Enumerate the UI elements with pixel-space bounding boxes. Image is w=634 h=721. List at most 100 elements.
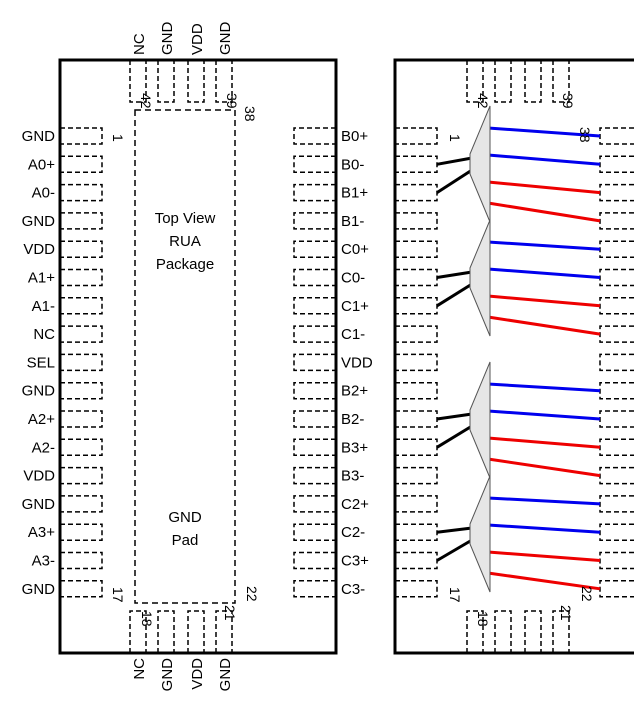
mux-input-wire bbox=[436, 412, 473, 421]
right-pin-label: VDD bbox=[341, 354, 373, 371]
top-pin-stub bbox=[187, 60, 205, 103]
left-pin-stub bbox=[60, 353, 103, 372]
bottom-pin-label: VDD bbox=[189, 658, 206, 690]
left-pin-stub bbox=[60, 551, 103, 570]
right-pin-stub bbox=[293, 240, 336, 258]
left-pin-label: GND bbox=[22, 581, 56, 598]
top-pin-label: NC bbox=[131, 33, 148, 55]
right-pin-label: C0+ bbox=[341, 241, 369, 258]
right-pin-stub bbox=[293, 127, 336, 145]
left-pin-label: VDD bbox=[23, 468, 55, 485]
left-pin-stub bbox=[60, 325, 103, 343]
functional-pin-number-39: 39 bbox=[560, 93, 576, 109]
functional-pin-number-22: 22 bbox=[579, 586, 595, 602]
right-pin-stub bbox=[293, 155, 336, 174]
red-path-wire bbox=[487, 436, 601, 449]
right-pin-stub bbox=[293, 466, 336, 485]
right-pin-label: C1- bbox=[341, 326, 365, 343]
left-pin-stub bbox=[60, 580, 103, 598]
left-pin-label: A1- bbox=[32, 298, 55, 315]
blue-path-wire bbox=[487, 382, 601, 393]
right-pin-stub bbox=[599, 580, 634, 598]
pad-label-line-1: GND bbox=[168, 509, 202, 526]
blue-path-wire bbox=[487, 126, 601, 138]
right-pin-stub bbox=[293, 381, 336, 400]
right-pin-label: C1+ bbox=[341, 298, 369, 315]
pin-number-17: 17 bbox=[110, 587, 126, 603]
mux-input-wire bbox=[436, 424, 473, 449]
bottom-pin-stubs bbox=[129, 610, 233, 653]
blue-path-wire bbox=[487, 496, 601, 506]
left-pin-label: SEL bbox=[27, 354, 55, 371]
top-pin-label: VDD bbox=[189, 23, 206, 55]
left-pin-stub bbox=[60, 495, 103, 513]
left-pin-label: VDD bbox=[23, 241, 55, 258]
mux-input-wire bbox=[436, 168, 473, 194]
pad-label-line-2: Pad bbox=[172, 532, 199, 549]
right-pin-stub bbox=[599, 466, 634, 485]
left-package-view: GND A0+ A0- GND VDD A1+ A1- NC SEL GND A2+ A2- VDD GN… bbox=[22, 22, 373, 692]
right-pin-label: B2- bbox=[341, 411, 364, 428]
left-pin-stub bbox=[395, 212, 438, 230]
left-pin-stub bbox=[395, 381, 438, 400]
right-pin-labels: B0+ B0- B1+ B1- C0+ C0- C1+ C1- VDD B2+ B2- B3+ B3- C… bbox=[341, 128, 373, 598]
red-path-wire bbox=[487, 180, 601, 195]
right-pin-stub bbox=[293, 495, 336, 513]
top-pin-label: GND bbox=[159, 22, 176, 56]
left-pin-label: GND bbox=[22, 383, 56, 400]
left-pin-stub bbox=[395, 353, 438, 372]
mux-symbols bbox=[469, 105, 491, 593]
right-pin-stub bbox=[599, 183, 634, 202]
left-pin-label: A2- bbox=[32, 439, 55, 456]
blue-path-wire bbox=[487, 267, 601, 279]
top-pin-stub bbox=[215, 60, 233, 103]
right-pin-label: B3+ bbox=[341, 439, 368, 456]
left-pin-stub bbox=[395, 268, 438, 287]
pin-number-42: 42 bbox=[138, 93, 154, 109]
left-pin-stub bbox=[60, 523, 103, 541]
left-pin-labels: GND A0+ A0- GND VDD A1+ A1- NC SEL GND A2+ A2- VDD GN… bbox=[22, 128, 56, 598]
right-pin-stub bbox=[599, 381, 634, 400]
mux-input-wire bbox=[436, 526, 473, 534]
bottom-pin-stub bbox=[494, 610, 512, 653]
top-pin-stub bbox=[552, 60, 570, 103]
bottom-pin-stub bbox=[466, 610, 484, 653]
pin-number-39: 39 bbox=[224, 93, 240, 109]
red-path-wire bbox=[487, 457, 601, 478]
bottom-pin-stub bbox=[552, 610, 570, 653]
right-pin-stub bbox=[293, 268, 336, 287]
right-pin-stub bbox=[599, 325, 634, 343]
left-pin-stub bbox=[395, 551, 438, 570]
right-pin-label: C0- bbox=[341, 270, 365, 287]
right-pin-stub bbox=[293, 410, 336, 428]
right-pin-stub bbox=[293, 438, 336, 457]
right-pin-stub bbox=[293, 353, 336, 372]
bottom-pin-stub bbox=[187, 610, 205, 653]
left-pin-label: A3+ bbox=[28, 524, 55, 541]
left-pin-stub bbox=[60, 240, 103, 258]
pin-number-21: 21 bbox=[222, 605, 238, 621]
bottom-pin-label: GND bbox=[159, 658, 176, 692]
functional-top-stubs bbox=[466, 60, 570, 103]
functional-view: 1 17 18 21 22 38 39 42 bbox=[393, 58, 634, 655]
left-pin-stubs bbox=[60, 127, 103, 598]
right-pin-stub bbox=[599, 127, 634, 145]
left-pin-stub bbox=[60, 297, 103, 315]
bottom-pin-stub bbox=[129, 610, 147, 653]
left-pin-stub bbox=[60, 183, 103, 202]
mux-input-wire bbox=[436, 156, 473, 166]
left-pin-stub bbox=[60, 155, 103, 174]
red-path-wire bbox=[487, 201, 601, 223]
right-pin-stub bbox=[599, 268, 634, 287]
left-pin-stub bbox=[60, 381, 103, 400]
left-pin-label: A2+ bbox=[28, 411, 55, 428]
right-pin-stubs bbox=[293, 127, 336, 598]
right-pin-stub bbox=[599, 155, 634, 174]
blue-path-wire bbox=[487, 409, 601, 421]
top-pin-stub bbox=[466, 60, 484, 103]
mux-input-wire bbox=[436, 282, 473, 308]
right-pin-stub bbox=[599, 240, 634, 258]
left-pin-stub bbox=[395, 410, 438, 428]
functional-pin-number-21: 21 bbox=[558, 605, 574, 621]
